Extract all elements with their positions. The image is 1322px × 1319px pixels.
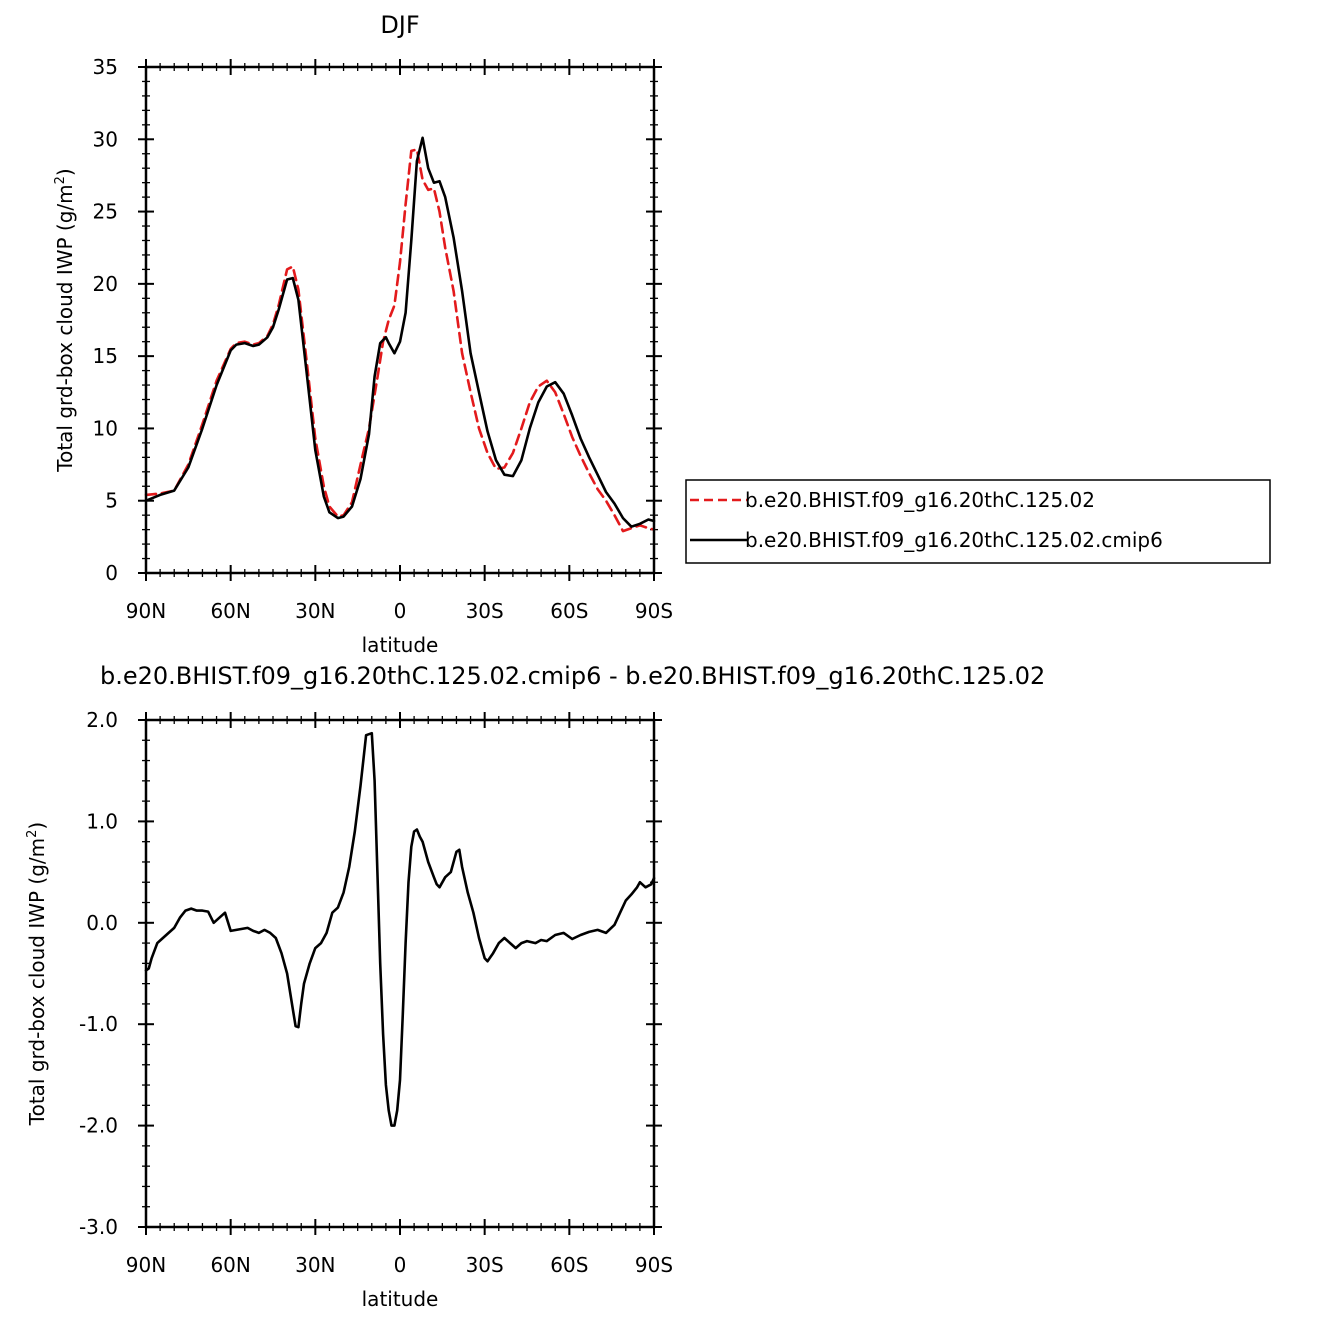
x-tick-label: 60S <box>550 1253 588 1277</box>
top-chart-series-line-2 <box>144 136 656 528</box>
x-tick-label: 30S <box>466 1253 504 1277</box>
x-tick-label: 90N <box>126 599 166 623</box>
bottom-chart-series-line-1 <box>144 731 656 1127</box>
y-tick-label: 2.0 <box>86 708 118 732</box>
y-tick-label: -3.0 <box>79 1215 118 1239</box>
x-tick-label: 90S <box>635 1253 673 1277</box>
x-tick-label: 60N <box>210 599 250 623</box>
top-chart-y-axis-label-main: Total grd-box cloud IWP (g/m <box>53 184 77 472</box>
y-tick-label: -1.0 <box>79 1012 118 1036</box>
y-tick-label: 15 <box>93 344 118 368</box>
y-tick-label: 10 <box>93 416 118 440</box>
x-tick-label: 30N <box>295 599 335 623</box>
top-chart-y-axis-label: Total grd-box cloud IWP (g/m2) <box>53 168 77 472</box>
top-chart-title: DJF <box>380 11 419 39</box>
legend: b.e20.BHIST.f09_g16.20thC.125.02 b.e20.B… <box>685 479 1271 564</box>
x-tick-label: 60S <box>550 599 588 623</box>
bottom-chart-plot-frame <box>144 718 656 1229</box>
bottom-chart-y-axis-label-superscript: 2 <box>25 830 40 838</box>
top-chart-plot-frame <box>144 65 656 575</box>
y-tick-label: 0.0 <box>86 911 118 935</box>
y-tick-label: 0 <box>105 561 118 585</box>
bottom-chart: b.e20.BHIST.f09_g16.20thC.125.02.cmip6 -… <box>25 662 1045 1311</box>
x-tick-label: 60N <box>210 1253 250 1277</box>
bottom-chart-y-axis-label: Total grd-box cloud IWP (g/m2) <box>25 822 49 1126</box>
bottom-chart-series-layer <box>144 731 656 1127</box>
legend-box <box>685 479 1271 564</box>
top-chart-series-layer <box>144 136 656 533</box>
top-chart-x-axis-label: latitude <box>362 633 439 657</box>
top-chart-y-axis-label-close: ) <box>53 168 77 176</box>
x-tick-label: 0 <box>394 1253 407 1277</box>
top-chart: DJF 90N 60N 30N 0 30S 60S 90S 0 5 10 15 20 25 30 35 la… <box>53 11 673 657</box>
y-tick-label: -2.0 <box>79 1114 118 1138</box>
x-tick-label: 90S <box>635 599 673 623</box>
x-tick-label: 0 <box>394 599 407 623</box>
legend-label-series-1: b.e20.BHIST.f09_g16.20thC.125.02 <box>745 488 1095 512</box>
bottom-chart-x-axis-label: latitude <box>362 1287 439 1311</box>
y-tick-label: 35 <box>93 55 118 79</box>
x-tick-label: 30S <box>466 599 504 623</box>
bottom-chart-y-axis-label-close: ) <box>25 822 49 830</box>
bottom-chart-y-axis-label-main: Total grd-box cloud IWP (g/m <box>25 838 49 1126</box>
y-tick-label: 5 <box>105 489 118 513</box>
top-chart-y-axis-label-superscript: 2 <box>53 176 68 184</box>
x-tick-label: 90N <box>126 1253 166 1277</box>
y-tick-label: 25 <box>93 200 118 224</box>
y-tick-label: 1.0 <box>86 809 118 833</box>
x-tick-label: 30N <box>295 1253 335 1277</box>
legend-label-series-2: b.e20.BHIST.f09_g16.20thC.125.02.cmip6 <box>745 528 1163 552</box>
y-tick-label: 20 <box>93 272 118 296</box>
y-tick-label: 30 <box>93 127 118 151</box>
bottom-chart-title: b.e20.BHIST.f09_g16.20thC.125.02.cmip6 -… <box>100 662 1045 690</box>
